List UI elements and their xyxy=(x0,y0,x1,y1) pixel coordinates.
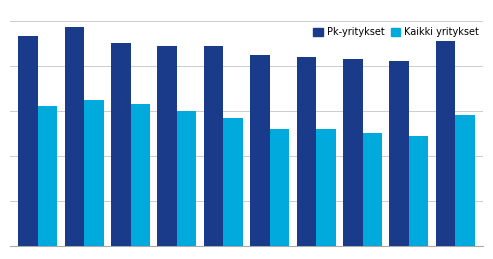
Bar xyxy=(84,99,104,246)
Bar xyxy=(18,37,37,246)
Bar xyxy=(157,46,177,246)
Bar xyxy=(297,57,316,246)
Bar xyxy=(436,32,456,246)
Bar xyxy=(204,46,223,246)
Bar xyxy=(362,133,382,246)
Bar xyxy=(250,54,270,246)
Bar xyxy=(270,129,289,246)
Bar xyxy=(223,118,243,246)
Bar xyxy=(131,104,150,246)
Bar xyxy=(111,43,131,246)
Bar xyxy=(409,136,428,246)
Bar xyxy=(343,59,362,246)
Bar xyxy=(37,106,57,246)
Bar xyxy=(65,27,84,246)
Bar xyxy=(456,115,475,246)
Legend: Pk-yritykset, Kaikki yritykset: Pk-yritykset, Kaikki yritykset xyxy=(310,23,483,41)
Bar xyxy=(316,129,336,246)
Bar xyxy=(389,61,409,246)
Bar xyxy=(177,111,196,246)
